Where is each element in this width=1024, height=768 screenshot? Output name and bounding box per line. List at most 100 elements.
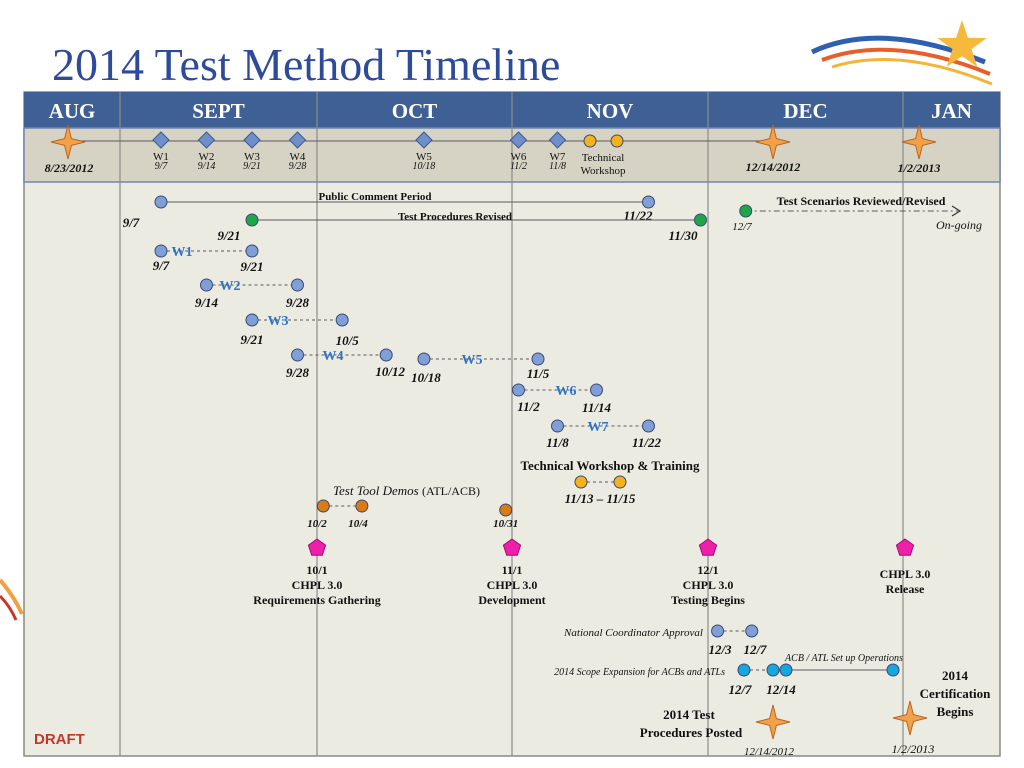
activity-scope-expansion-start-date: 12/7 <box>728 682 752 697</box>
month-label-jan: JAN <box>931 99 972 123</box>
draft-label: DRAFT <box>34 731 85 748</box>
wave-w5-end <box>531 352 545 366</box>
wave-w3-start <box>245 313 259 327</box>
bottom-milestone-2-date: 1/2/2013 <box>892 742 935 756</box>
star-jan-icon <box>901 124 937 160</box>
activity-test-scenarios-start-date: 12/7 <box>732 221 752 233</box>
activity-test-tool-demos-end <box>355 499 369 513</box>
wave-w7-end-date: 11/22 <box>632 435 661 450</box>
activity-test-procedures-label: Test Procedures Revised <box>398 211 512 223</box>
wave-w1-end <box>245 244 259 258</box>
wave-w5-end-date: 11/5 <box>527 366 550 381</box>
activity-national-coordinator-end <box>745 624 759 638</box>
wave-w3-end <box>335 313 349 327</box>
wave-w1-end-date: 9/21 <box>240 259 263 274</box>
wave-w6-start <box>512 383 525 397</box>
logo-star-icon <box>937 20 987 67</box>
activity-workshop-training-label: Technical Workshop & Training <box>520 458 700 473</box>
edge-swoosh-orange <box>0 578 24 615</box>
bottom-milestone-1-icon <box>755 704 791 740</box>
diamond-w1-label: W1 <box>153 151 169 163</box>
star-jan-date: 1/2/2013 <box>898 161 941 175</box>
diamond-w5-label: W5 <box>416 151 432 163</box>
wave-w7-label: W7 <box>588 420 609 435</box>
wave-w3-start-date: 9/21 <box>240 332 263 347</box>
activity-test-procedures-start <box>245 213 259 227</box>
workshop-dot-start <box>583 134 597 148</box>
chpl-milestone-4-line1: CHPL 3.0 <box>880 567 931 581</box>
diamond-w7-label: W7 <box>550 151 566 163</box>
logo-swoosh-yellow <box>831 58 993 86</box>
chpl-milestone-1-icon <box>307 538 327 556</box>
wave-w3-end-date: 10/5 <box>336 333 360 348</box>
activity-national-coordinator-start-date: 12/3 <box>708 642 732 657</box>
edge-swoosh-red <box>0 594 18 621</box>
wave-w2-label: W2 <box>220 279 241 294</box>
month-label-aug: AUG <box>49 99 96 123</box>
activity-national-coordinator-label: National Coordinator Approval <box>563 627 703 639</box>
chpl-milestone-3-icon <box>698 538 718 556</box>
wave-w6-end <box>590 383 603 397</box>
activity-workshop-training-start <box>574 475 588 489</box>
wave-w2-start <box>200 278 213 292</box>
wave-w7-end <box>642 419 655 433</box>
chpl-milestone-3-line2: CHPL 3.0 <box>683 578 734 592</box>
activity-acb-atl-label: ACB / ATL Set up Operations <box>784 653 903 664</box>
chpl-milestone-4-line2: Release <box>886 582 925 596</box>
activity-test-scenarios-arrow-icon <box>951 205 962 217</box>
chpl-milestone-1-line2: CHPL 3.0 <box>292 578 343 592</box>
activity-test-procedures-start-date: 9/21 <box>217 228 240 243</box>
point-10-31-date: 10/31 <box>493 518 518 530</box>
chpl-milestone-3-line1: 12/1 <box>697 563 718 577</box>
month-label-sept: SEPT <box>192 99 245 123</box>
chpl-milestone-2-icon <box>502 538 522 556</box>
wave-w4-end <box>379 348 393 362</box>
activity-test-tool-demos-suffix: (ATL/ACB) <box>422 484 480 498</box>
wave-w2-end <box>291 278 304 292</box>
diamond-w2-date: 9/14 <box>198 161 216 172</box>
wave-w4-end-date: 10/12 <box>375 364 405 379</box>
workshop-dot-end <box>610 134 624 148</box>
wave-w6-start-date: 11/2 <box>517 399 540 414</box>
activity-scope-expansion-end <box>766 663 780 677</box>
diamond-w6-label: W6 <box>511 151 527 163</box>
activity-scope-expansion-end-date: 12/14 <box>766 682 796 697</box>
diamond-w1-date: 9/7 <box>155 161 169 172</box>
activity-scope-expansion-label: 2014 Scope Expansion for ACBs and ATLs <box>554 667 725 678</box>
wave-w1-label: W1 <box>172 245 193 260</box>
month-label-nov: NOV <box>587 99 634 123</box>
wave-w1-start-date: 9/7 <box>153 258 170 273</box>
wave-w6-end-date: 11/14 <box>582 400 611 415</box>
star-start-icon <box>50 124 86 160</box>
chpl-milestone-1-line1: 10/1 <box>306 563 327 577</box>
bottom-milestone-2-icon <box>892 700 928 736</box>
wave-w5-start-date: 10/18 <box>411 370 441 385</box>
diamond-w6-icon <box>509 131 528 149</box>
activity-test-procedures-end <box>694 213 707 227</box>
diamond-w5-date: 10/18 <box>413 161 436 172</box>
activity-scope-expansion-start <box>737 663 751 677</box>
activity-test-tool-demos-label: Test Tool Demos (ATL/ACB) <box>333 483 480 498</box>
bottom-milestone-2-line3: Begins <box>937 704 974 719</box>
diamond-w2-icon <box>197 131 216 149</box>
activity-public-comment-start-date: 9/7 <box>123 215 140 230</box>
bottom-milestone-2-line1: 2014 <box>942 668 969 683</box>
diamond-w3-icon <box>243 131 261 149</box>
activity-test-scenarios-label: Test Scenarios Reviewed/Revised <box>777 194 946 208</box>
bottom-milestone-1-date: 12/14/2012 <box>744 746 795 758</box>
activity-workshop-training-dates: 11/13 – 11/15 <box>565 491 636 506</box>
activity-acb-atl-end <box>886 663 900 677</box>
chpl-milestone-3-line3: Testing Begins <box>671 593 745 607</box>
star-dec-icon <box>755 124 791 160</box>
activity-national-coordinator-start <box>711 624 725 638</box>
workshop-label-line2: Workshop <box>581 165 626 177</box>
chpl-milestone-1-line3: Requirements Gathering <box>253 593 380 607</box>
logo-swoosh-orange <box>821 47 991 76</box>
activity-test-tool-demos-start-date: 10/2 <box>307 518 327 530</box>
month-label-dec: DEC <box>783 99 827 123</box>
activity-test-procedures-end-date: 11/30 <box>669 228 698 243</box>
month-label-oct: OCT <box>392 99 438 123</box>
diamond-w5-icon <box>415 131 433 149</box>
wave-w7-start <box>551 419 564 433</box>
